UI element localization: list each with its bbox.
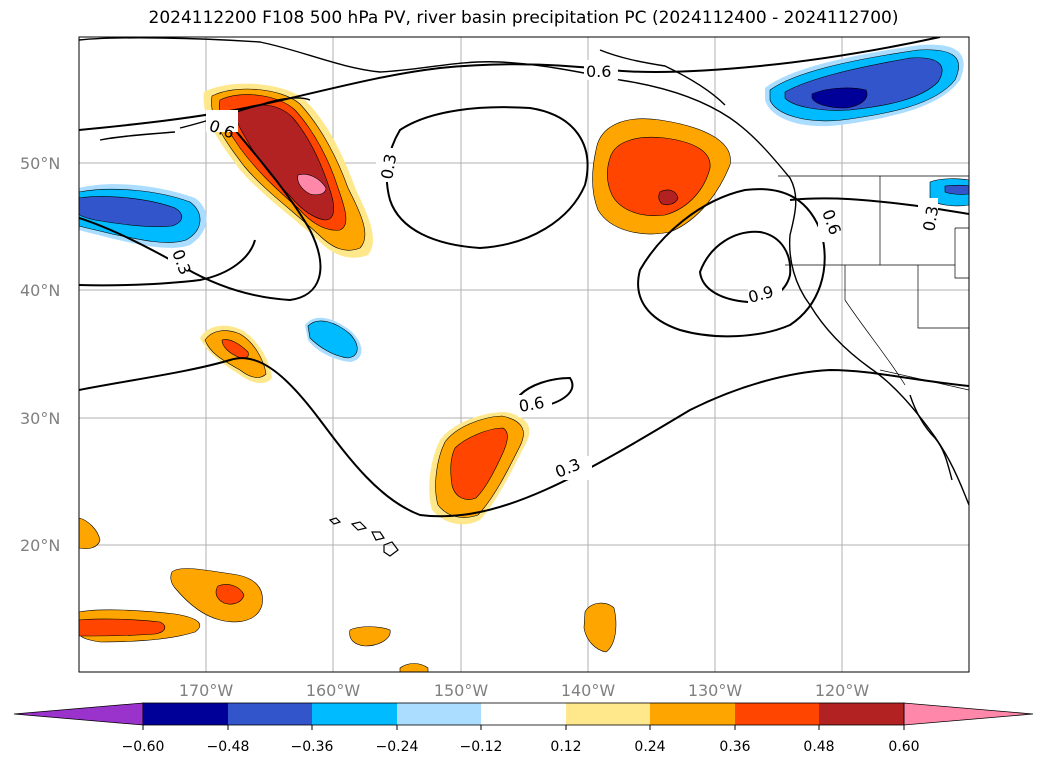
anomaly-blob-edge-west: [79, 517, 101, 550]
lon-label-160w: 160°W: [306, 681, 361, 700]
colorbar-seg-1: [143, 703, 228, 725]
pv-contour-0.9-east: [698, 230, 792, 304]
border-state-4: [954, 227, 969, 279]
map-frame: [78, 36, 970, 673]
label-bg: [584, 60, 618, 80]
lat-label-50n: 50°N: [20, 154, 60, 173]
precip-negative-anomalies: [79, 44, 969, 362]
colorbar-extend-high: [903, 702, 1034, 726]
colorbar-seg-4: [397, 703, 481, 725]
lon-label-130w: 130°W: [688, 681, 743, 700]
contour-label-0.6-north: 0.6: [586, 62, 611, 81]
colorbar-tick-label: −0.36: [291, 739, 334, 755]
anomaly-blob-neg-mid: [305, 317, 362, 362]
pv-contour-0.6-north: [79, 37, 941, 131]
coastline-baja: [909, 394, 953, 481]
anomaly-blob-central-north-pacific: [200, 325, 272, 384]
border-state-3: [917, 265, 969, 329]
hawaiian-islands: [328, 517, 399, 557]
anomaly-blob-southwest: [79, 609, 200, 643]
colorbar-tick-label: −0.24: [376, 739, 419, 755]
colorbar-tick-label: 0.48: [803, 739, 834, 755]
lon-label-170w: 170°W: [179, 681, 234, 700]
colorbar: −0.60 −0.48 −0.36 −0.24 −0.12 0.12 0.24 …: [13, 702, 1034, 755]
colorbar-tick-label: −0.12: [460, 739, 503, 755]
anomaly-blob-neg-east: [929, 178, 969, 207]
pv-contour-0.3-south: [79, 357, 969, 518]
colorbar-seg-9: [819, 703, 904, 725]
lat-label-20n: 20°N: [20, 536, 60, 555]
colorbar-seg-3: [312, 703, 397, 725]
precip-positive-anomalies: [79, 83, 731, 672]
colorbar-seg-7: [650, 703, 735, 725]
lat-label-30n: 30°N: [20, 409, 60, 428]
lat-label-40n: 40°N: [20, 281, 60, 300]
coastline-alaska-south: [599, 49, 726, 106]
border-state-5: [844, 265, 906, 386]
map-title: 2024112200 F108 500 hPa PV, river basin …: [148, 8, 899, 28]
colorbar-tick-label: 0.60: [888, 739, 919, 755]
colorbar-seg-2: [228, 703, 312, 725]
colorbar-tick-label: 0.24: [634, 739, 665, 755]
contour-label-0.3-center: 0.3: [377, 152, 400, 180]
colorbar-seg-6: [566, 703, 650, 725]
anomaly-blob-offshore-northwest: [592, 118, 731, 235]
lon-label-150w: 150°W: [434, 681, 489, 700]
lon-label-140w: 140°W: [561, 681, 616, 700]
anomaly-blob-small-south: [349, 602, 617, 672]
colorbar-outline: [142, 702, 905, 726]
pv-contour-0.6-east: [637, 188, 826, 338]
colorbar-tick-label: −0.48: [207, 739, 250, 755]
anomaly-blob-gulf-of-alaska-west: [203, 83, 373, 258]
lat-axis-labels: 50°N 40°N 30°N 20°N: [20, 154, 60, 555]
contour-label-0.6-small: 0.6: [517, 393, 545, 416]
lon-label-120w: 120°W: [815, 681, 870, 700]
anomaly-blob-neg-northeast: [765, 44, 964, 127]
lon-axis-labels: 170°W 160°W 150°W 140°W 130°W 120°W: [179, 681, 870, 700]
anomaly-blob-neg-west: [79, 184, 207, 248]
colorbar-seg-8: [735, 703, 819, 725]
pv-contour-0.3-center: [385, 106, 589, 250]
colorbar-tick-label: 0.12: [550, 739, 581, 755]
coastlines: [79, 37, 969, 506]
anomaly-blob-hawaii-west: [170, 568, 263, 623]
colorbar-tick-label: 0.36: [719, 739, 750, 755]
pv-contour-0.3-west-lower: [79, 239, 256, 287]
colorbar-tick-label: −0.60: [122, 739, 165, 755]
colorbar-ticks: [142, 725, 905, 730]
pv-contour-0.3-east: [789, 197, 969, 215]
anomaly-blob-subtropical: [429, 412, 530, 525]
contour-label-0.3-east: 0.3: [919, 204, 942, 232]
colorbar-extend-low: [13, 702, 144, 726]
coastline-aleutians: [99, 131, 176, 141]
colorbar-seg-5: [481, 703, 566, 725]
coastline-north-america: [79, 37, 969, 506]
